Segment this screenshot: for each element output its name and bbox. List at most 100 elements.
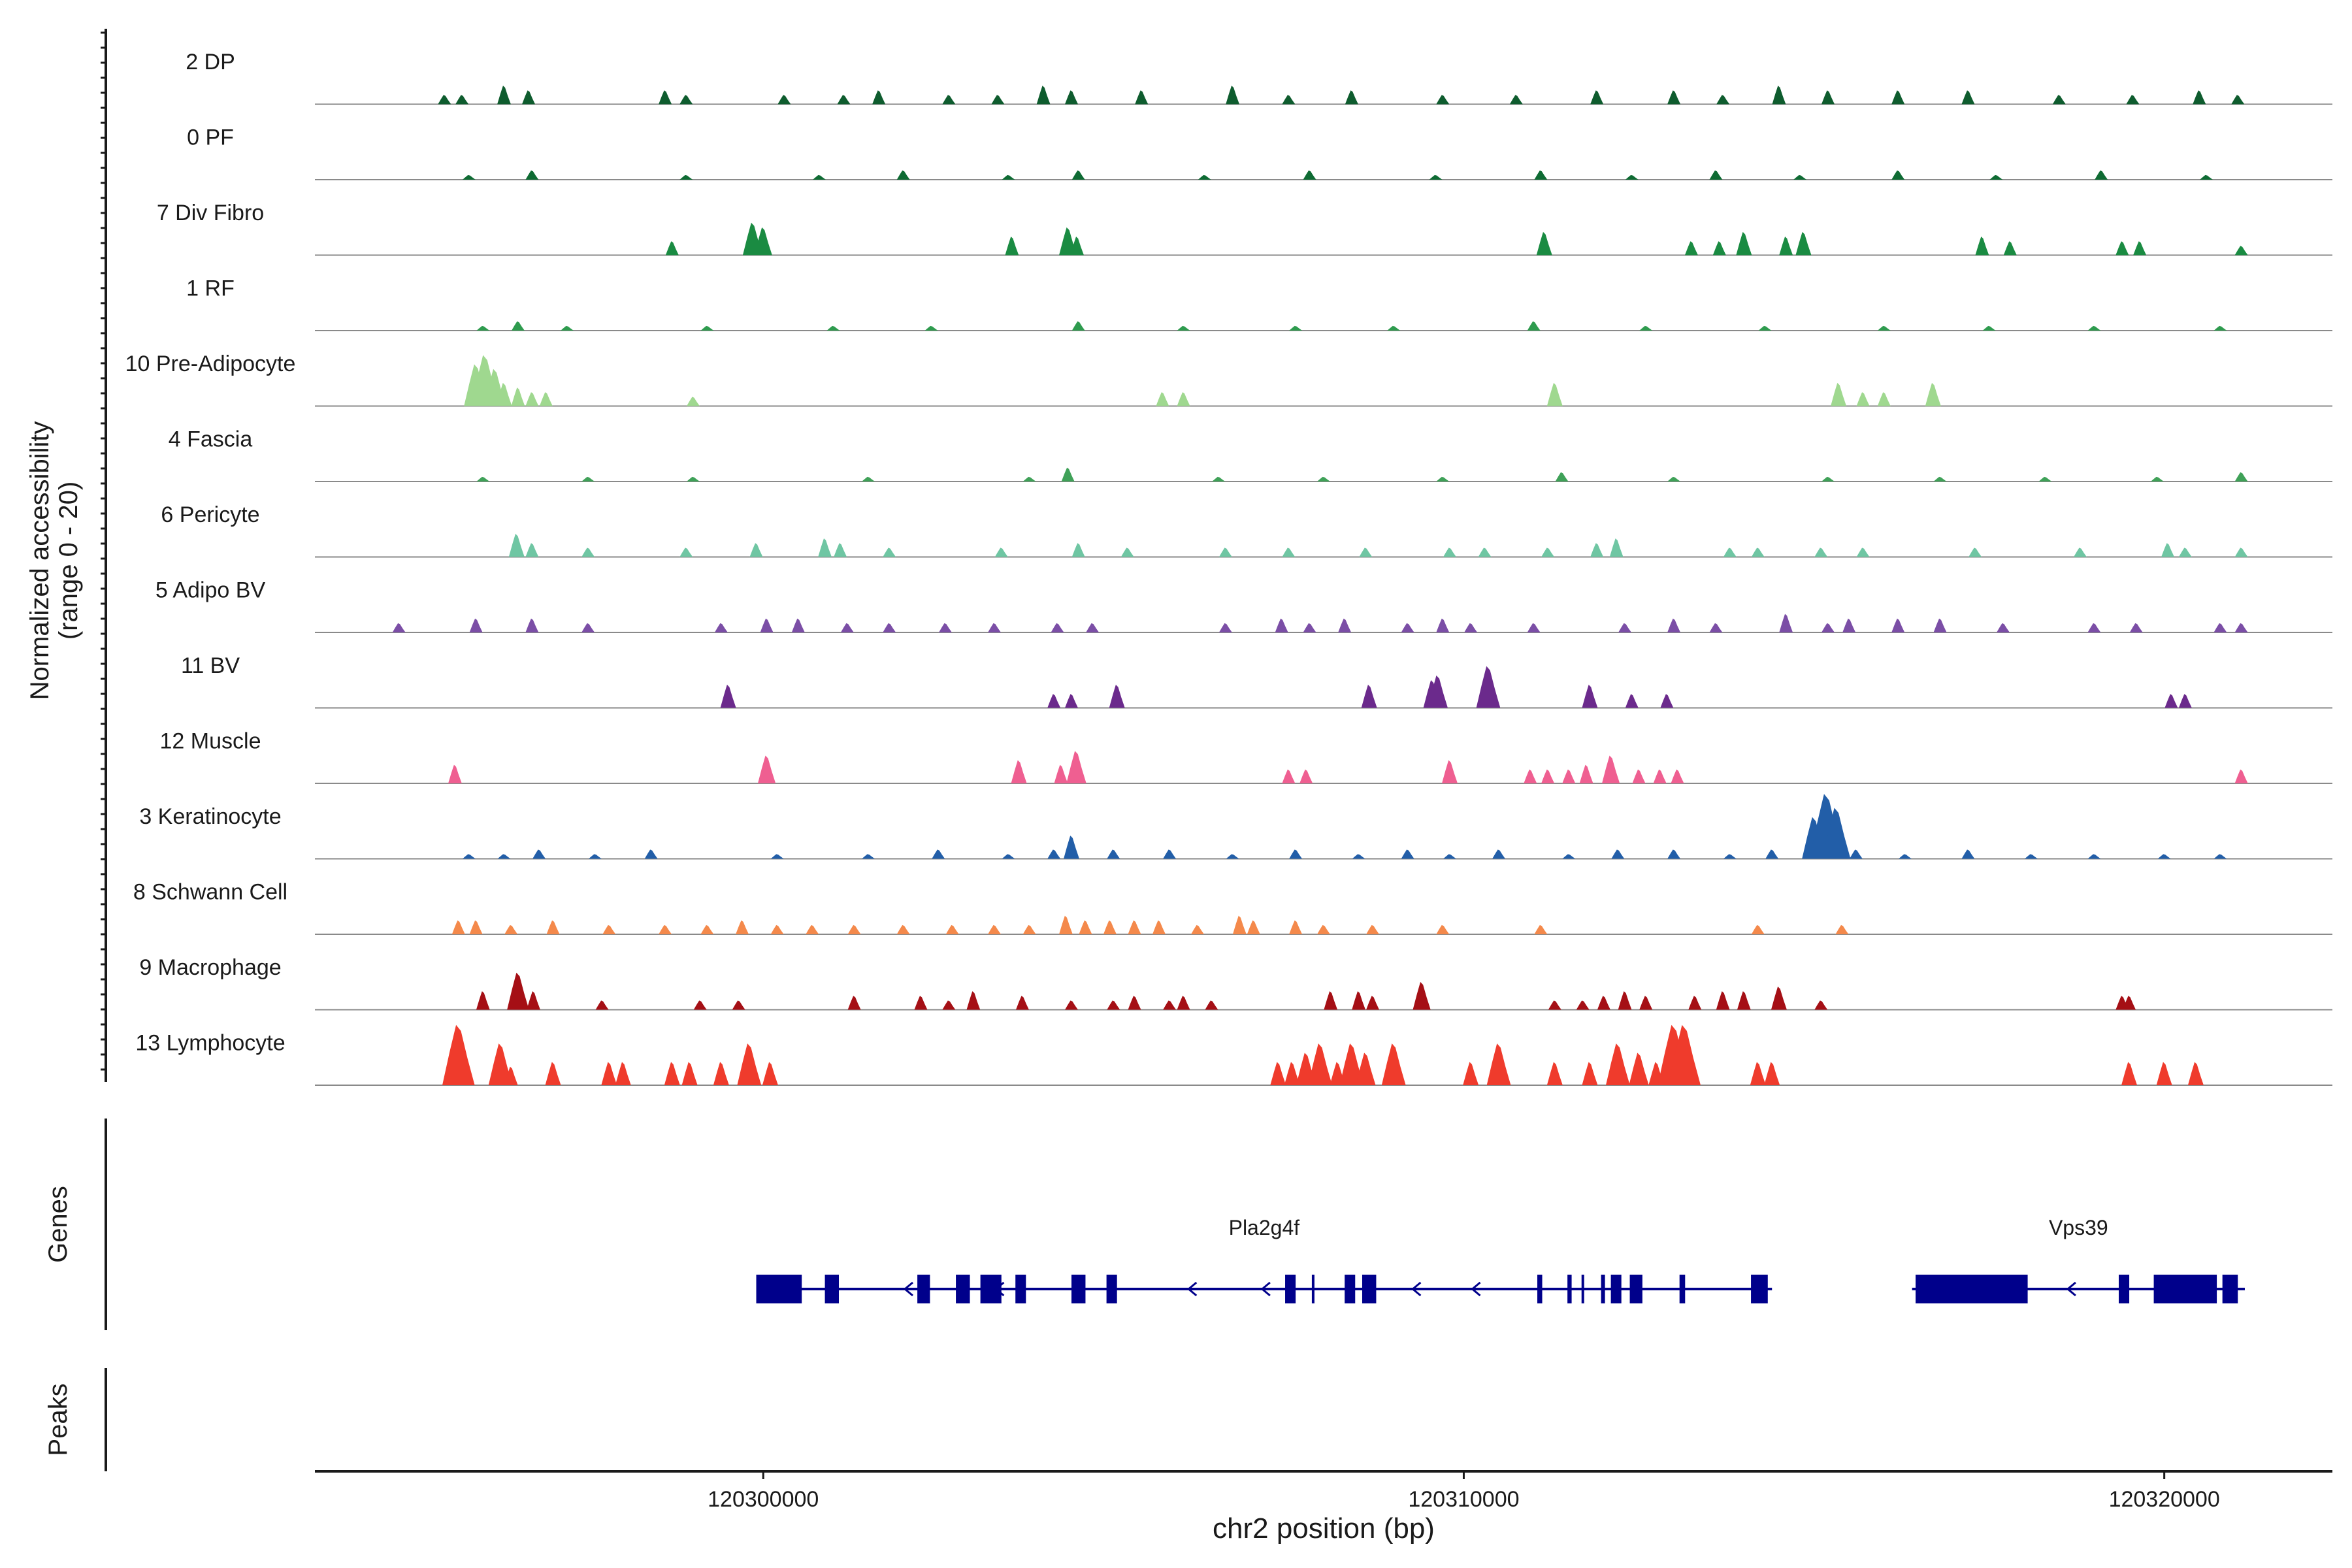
coverage-peak xyxy=(1555,472,1569,482)
track-label: 11 BV xyxy=(181,653,240,678)
coverage-peak xyxy=(1842,618,1856,632)
coverage-peak xyxy=(1317,924,1330,934)
coverage-peak xyxy=(840,623,854,632)
gene-exon xyxy=(1916,1275,2028,1303)
coverage-peak xyxy=(1036,86,1051,105)
coverage-peak xyxy=(2115,241,2129,255)
coverage-peak xyxy=(1428,675,1448,708)
coverage-peak xyxy=(1632,769,1646,783)
coverage-peak xyxy=(1653,769,1667,783)
track-5-adipo-bv: 5 Adipo BV xyxy=(155,578,2332,633)
coverage-peak xyxy=(644,849,658,859)
coverage-peak xyxy=(1821,476,1835,482)
track-3-keratinocyte: 3 Keratinocyte xyxy=(139,794,2332,860)
coverage-peak xyxy=(1338,618,1352,632)
coverage-peak xyxy=(1891,90,1905,105)
coverage-peak xyxy=(896,170,910,180)
coverage-peak xyxy=(1524,769,1537,783)
coverage-peak xyxy=(462,854,476,859)
coverage-peak xyxy=(496,383,512,406)
coverage-peak xyxy=(1366,996,1380,1010)
coverage-peak xyxy=(1156,392,1169,406)
coverage-peak xyxy=(1317,476,1330,482)
coverage-peak xyxy=(834,543,847,557)
coverage-peak xyxy=(1639,325,1653,331)
coverage-peak xyxy=(1736,232,1752,255)
coverage-peak xyxy=(1793,174,1807,180)
coverage-peak xyxy=(581,547,595,557)
coverage-peak xyxy=(1997,623,2010,632)
coverage-peak xyxy=(1582,1062,1598,1085)
coverage-peak xyxy=(2150,476,2164,482)
coverage-peak xyxy=(1716,95,1730,105)
coverage-peak xyxy=(1671,769,1684,783)
coverage-peak xyxy=(1667,90,1681,105)
coverage-peak xyxy=(826,325,840,331)
coverage-peak xyxy=(2231,95,2245,105)
coverage-peak xyxy=(595,1000,609,1010)
y-axis-label-line2: (range 0 - 20) xyxy=(54,482,83,640)
coverage-peak xyxy=(770,924,784,934)
coverage-peak xyxy=(1152,920,1166,934)
coverage-peak xyxy=(588,854,602,859)
coverage-peak xyxy=(1877,392,1891,406)
coverage-peak xyxy=(1668,1024,1701,1085)
coverage-peak xyxy=(770,854,784,859)
coverage-peak xyxy=(1961,849,1975,859)
coverage-peak xyxy=(1177,325,1190,331)
coverage-peak xyxy=(525,618,539,632)
coverage-peak xyxy=(1289,325,1303,331)
coverage-peak xyxy=(1022,924,1036,934)
coverage-peak xyxy=(1618,991,1632,1010)
coverage-peak xyxy=(2234,246,2248,255)
coverage-peak xyxy=(1177,996,1190,1010)
coverage-peak xyxy=(1509,95,1523,105)
coverage-peak xyxy=(1436,476,1450,482)
gene-label: Vps39 xyxy=(2049,1216,2108,1239)
strand-arrow xyxy=(994,1281,1005,1297)
coverage-peak xyxy=(1667,618,1681,632)
coverage-peak xyxy=(1002,854,1015,859)
coverage-peak xyxy=(1436,95,1450,105)
coverage-peak xyxy=(732,1000,745,1010)
track-label: 8 Schwann Cell xyxy=(133,880,287,905)
coverage-peak xyxy=(1413,981,1431,1010)
coverage-peak xyxy=(1059,915,1073,934)
coverage-peak xyxy=(1128,996,1141,1010)
coverage-peak xyxy=(476,325,490,331)
coverage-peak xyxy=(532,849,546,859)
track-label: 2 DP xyxy=(186,50,235,74)
coverage-peak xyxy=(1822,808,1851,859)
coverage-peak xyxy=(1849,849,1863,859)
coverage-peak xyxy=(1226,854,1239,859)
track-4-fascia: 4 Fascia xyxy=(169,427,2332,482)
coverage-peak xyxy=(1968,547,1982,557)
coverage-peak xyxy=(1107,849,1120,859)
coverage-peak xyxy=(942,1000,956,1010)
coverage-peak xyxy=(2213,623,2227,632)
coverage-peak xyxy=(1065,1000,1078,1010)
coverage-peak xyxy=(1464,623,1478,632)
coverage-peak xyxy=(1856,547,1870,557)
coverage-peak xyxy=(2123,996,2136,1010)
coverage-peak xyxy=(762,1062,778,1085)
coverage-peak xyxy=(1835,924,1849,934)
coverage-peak xyxy=(1546,1062,1563,1085)
gene-exon xyxy=(1601,1275,1605,1303)
coverage-peak xyxy=(2095,170,2108,180)
coverage-peak xyxy=(2087,854,2101,859)
coverage-peak xyxy=(847,996,861,1010)
coverage-peak xyxy=(2187,1062,2204,1085)
coverage-peak xyxy=(1856,392,1870,406)
coverage-peak xyxy=(545,1062,561,1085)
coverage-peak xyxy=(945,924,959,934)
gene-pla2g4f: Pla2g4f xyxy=(756,1216,1772,1303)
gene-annotations: Pla2g4f Vps39 xyxy=(756,1216,2245,1303)
coverage-peak xyxy=(1359,547,1373,557)
coverage-peak xyxy=(1771,987,1787,1010)
gene-label: Pla2g4f xyxy=(1229,1216,1300,1239)
coverage-peak xyxy=(1443,547,1456,557)
coverage-peak xyxy=(749,543,763,557)
coverage-peak xyxy=(1605,1043,1630,1085)
coverage-peak xyxy=(1764,1062,1780,1085)
